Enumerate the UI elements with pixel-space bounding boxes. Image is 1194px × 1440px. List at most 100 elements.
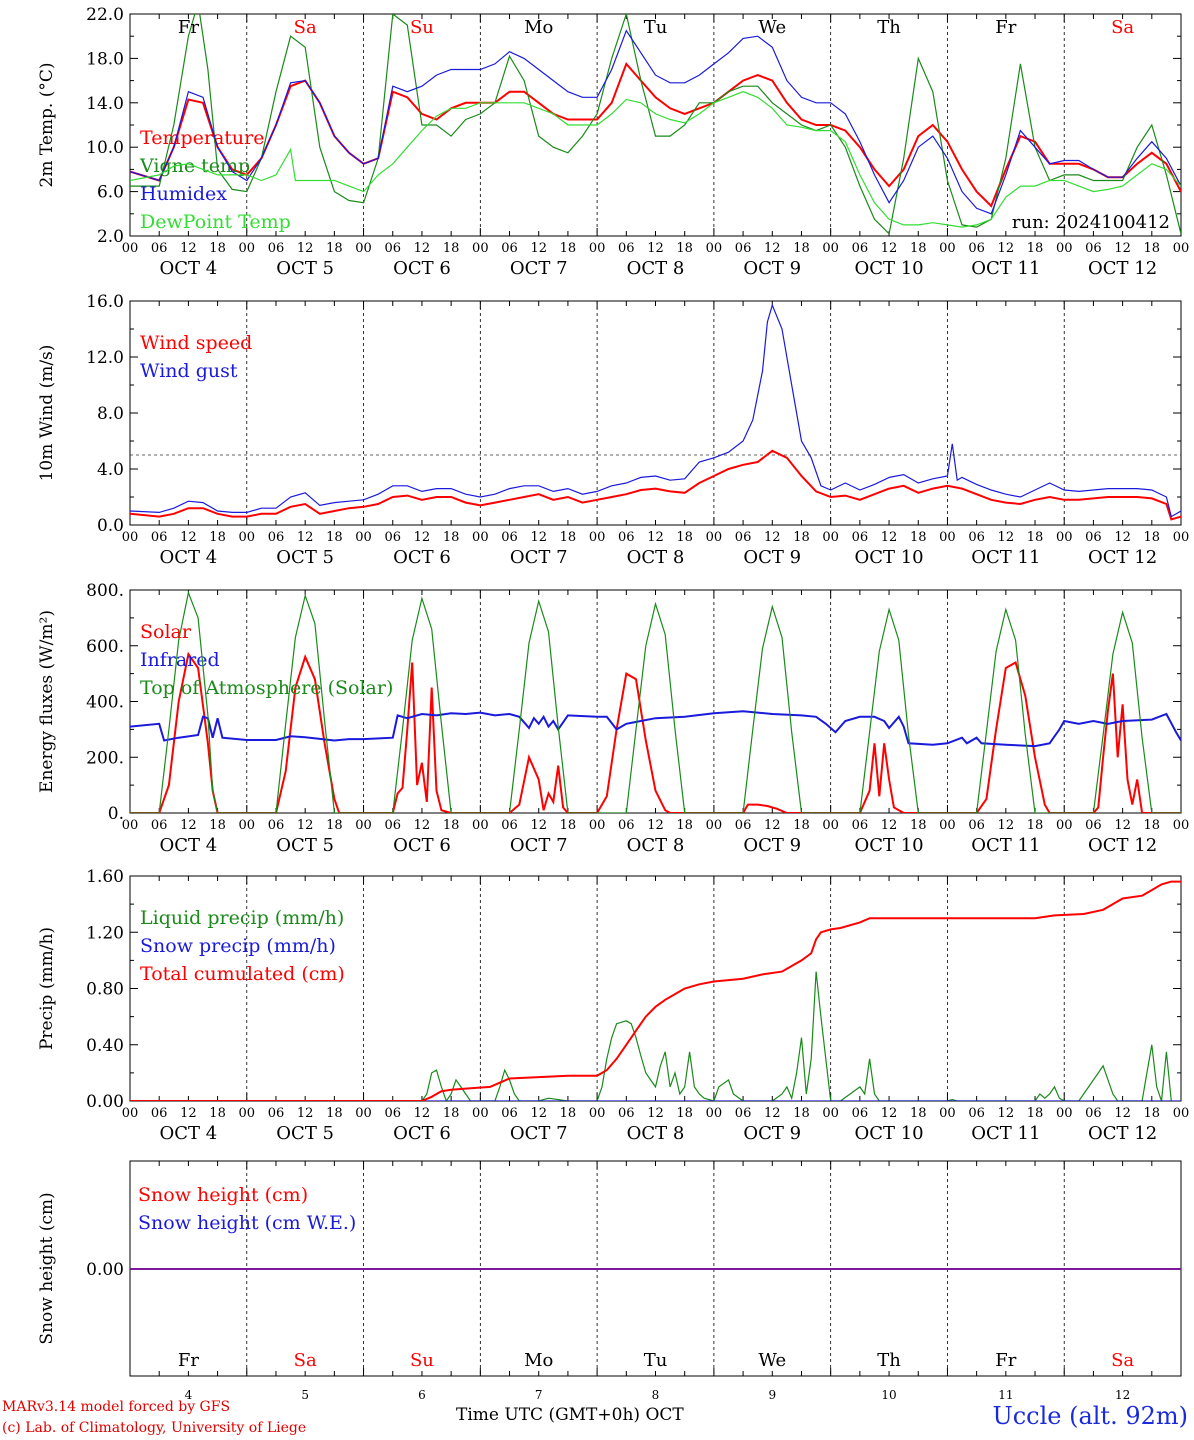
date-label: OCT 9 (743, 1123, 801, 1144)
legend-entry: Solar (140, 621, 192, 643)
series-line-total-cumulated-cm- (130, 880, 1181, 1101)
y-tick-label: 1.60 (86, 867, 124, 887)
hour-tick-label: 12 (1114, 241, 1131, 256)
hour-tick-label: 12 (764, 530, 781, 545)
hour-tick-label: 06 (268, 818, 285, 833)
hour-tick-label: 00 (122, 241, 139, 256)
hour-tick-label: 12 (297, 241, 314, 256)
date-label: OCT 11 (971, 1123, 1040, 1144)
date-label: OCT 9 (743, 258, 801, 279)
hour-tick-label: 06 (501, 241, 518, 256)
weekday-label: Th (877, 17, 901, 38)
y-tick-label: 18.0 (86, 49, 124, 69)
hour-tick-label: 18 (560, 241, 577, 256)
hour-tick-label: 18 (209, 530, 226, 545)
hour-tick-label: 06 (968, 1106, 985, 1121)
date-label: OCT 4 (160, 258, 218, 279)
hour-tick-label: 00 (1056, 1106, 1073, 1121)
series-line-humidex (130, 29, 1181, 215)
hour-tick-label: 00 (1173, 241, 1190, 256)
date-label: OCT 5 (276, 1123, 334, 1144)
hour-tick-label: 06 (852, 1106, 869, 1121)
y-tick-label: 12.0 (86, 348, 124, 368)
y-tick-label: 0.00 (86, 1260, 124, 1280)
date-label: OCT 4 (160, 1123, 218, 1144)
weekday-label: Mo (524, 17, 553, 38)
day-number-label: 9 (768, 1388, 776, 1400)
hour-tick-label: 00 (472, 241, 489, 256)
weekday-label: Sa (294, 1350, 317, 1371)
hour-tick-label: 06 (1085, 1106, 1102, 1121)
hour-tick-label: 18 (793, 1106, 810, 1121)
y-tick-label: 2.0 (97, 227, 124, 247)
hour-tick-label: 06 (735, 818, 752, 833)
hour-tick-label: 06 (968, 530, 985, 545)
hour-tick-label: 18 (1027, 818, 1044, 833)
panel-1: 2.0 6.0 10.0 14.0 18.0 22.0 2m Temp. (°C) 00 06 1… (37, 5, 1190, 279)
hour-tick-label: 12 (881, 818, 898, 833)
hour-tick-label: 12 (180, 530, 197, 545)
hour-tick-label: 00 (822, 1106, 839, 1121)
y-tick-label: 400. (86, 693, 124, 713)
hour-tick-label: 00 (589, 241, 606, 256)
hour-tick-label: 12 (530, 818, 547, 833)
date-label: OCT 5 (276, 835, 334, 856)
hour-tick-label: 12 (1114, 1106, 1131, 1121)
date-label: OCT 12 (1088, 547, 1157, 568)
hour-tick-label: 00 (589, 530, 606, 545)
date-label: OCT 5 (276, 258, 334, 279)
hour-tick-label: 18 (793, 818, 810, 833)
hour-tick-label: 00 (472, 530, 489, 545)
hour-tick-label: 06 (501, 1106, 518, 1121)
legend-entry: Wind speed (140, 332, 252, 354)
date-label: OCT 12 (1088, 835, 1157, 856)
hour-tick-label: 00 (1056, 530, 1073, 545)
hour-tick-label: 12 (764, 241, 781, 256)
hour-tick-label: 12 (998, 241, 1015, 256)
hour-tick-label: 00 (706, 530, 723, 545)
day-number-label: 7 (535, 1388, 543, 1400)
hour-tick-label: 06 (151, 1106, 168, 1121)
y-tick-label: 0.0 (97, 516, 124, 536)
date-label: OCT 7 (510, 547, 568, 568)
hour-tick-label: 06 (1085, 818, 1102, 833)
hour-tick-label: 00 (355, 1106, 372, 1121)
hour-tick-label: 18 (910, 241, 927, 256)
hour-tick-label: 18 (560, 818, 577, 833)
legend-entry: Liquid precip (mm/h) (140, 907, 344, 929)
hour-tick-label: 06 (852, 818, 869, 833)
hour-tick-label: 00 (939, 241, 956, 256)
hour-tick-label: 00 (822, 241, 839, 256)
series-line-dewpoint-temp (130, 91, 1181, 228)
hour-tick-label: 00 (239, 530, 256, 545)
day-number-label: 10 (881, 1388, 896, 1400)
y-axis-label: Snow height (cm) (37, 1192, 57, 1344)
date-label: OCT 4 (160, 547, 218, 568)
panel-2: 0.0 4.0 8.0 12.0 16.0 10m Wind (m/s) 00 06 12 18 0… (37, 292, 1189, 568)
legend-entry: Top of Atmosphere (Solar) (140, 677, 393, 699)
date-label: OCT 6 (393, 547, 451, 568)
hour-tick-label: 06 (618, 530, 635, 545)
hour-tick-label: 12 (647, 818, 664, 833)
y-axis-label: Precip (mm/h) (37, 927, 57, 1050)
date-label: OCT 7 (510, 835, 568, 856)
weekday-label: Fr (178, 1350, 199, 1371)
date-label: OCT 4 (160, 835, 218, 856)
weekday-label: Sa (1111, 1350, 1134, 1371)
hour-tick-label: 12 (764, 1106, 781, 1121)
hour-tick-label: 12 (180, 1106, 197, 1121)
hour-tick-label: 06 (735, 530, 752, 545)
weekday-label: Fr (995, 1350, 1016, 1371)
panel-4: 0.00 0.40 0.80 1.20 1.60 Precip (mm/h) 00 06 12 1… (37, 867, 1189, 1144)
weekday-label: Su (410, 17, 434, 38)
hour-tick-label: 00 (939, 1106, 956, 1121)
hour-tick-label: 12 (530, 530, 547, 545)
hour-tick-label: 06 (384, 241, 401, 256)
legend-entry: Snow height (cm W.E.) (138, 1212, 356, 1234)
hour-tick-label: 06 (968, 818, 985, 833)
hour-tick-label: 12 (297, 1106, 314, 1121)
hour-tick-label: 00 (355, 818, 372, 833)
hour-tick-label: 18 (910, 1106, 927, 1121)
hour-tick-label: 00 (355, 530, 372, 545)
hour-tick-label: 18 (676, 818, 693, 833)
